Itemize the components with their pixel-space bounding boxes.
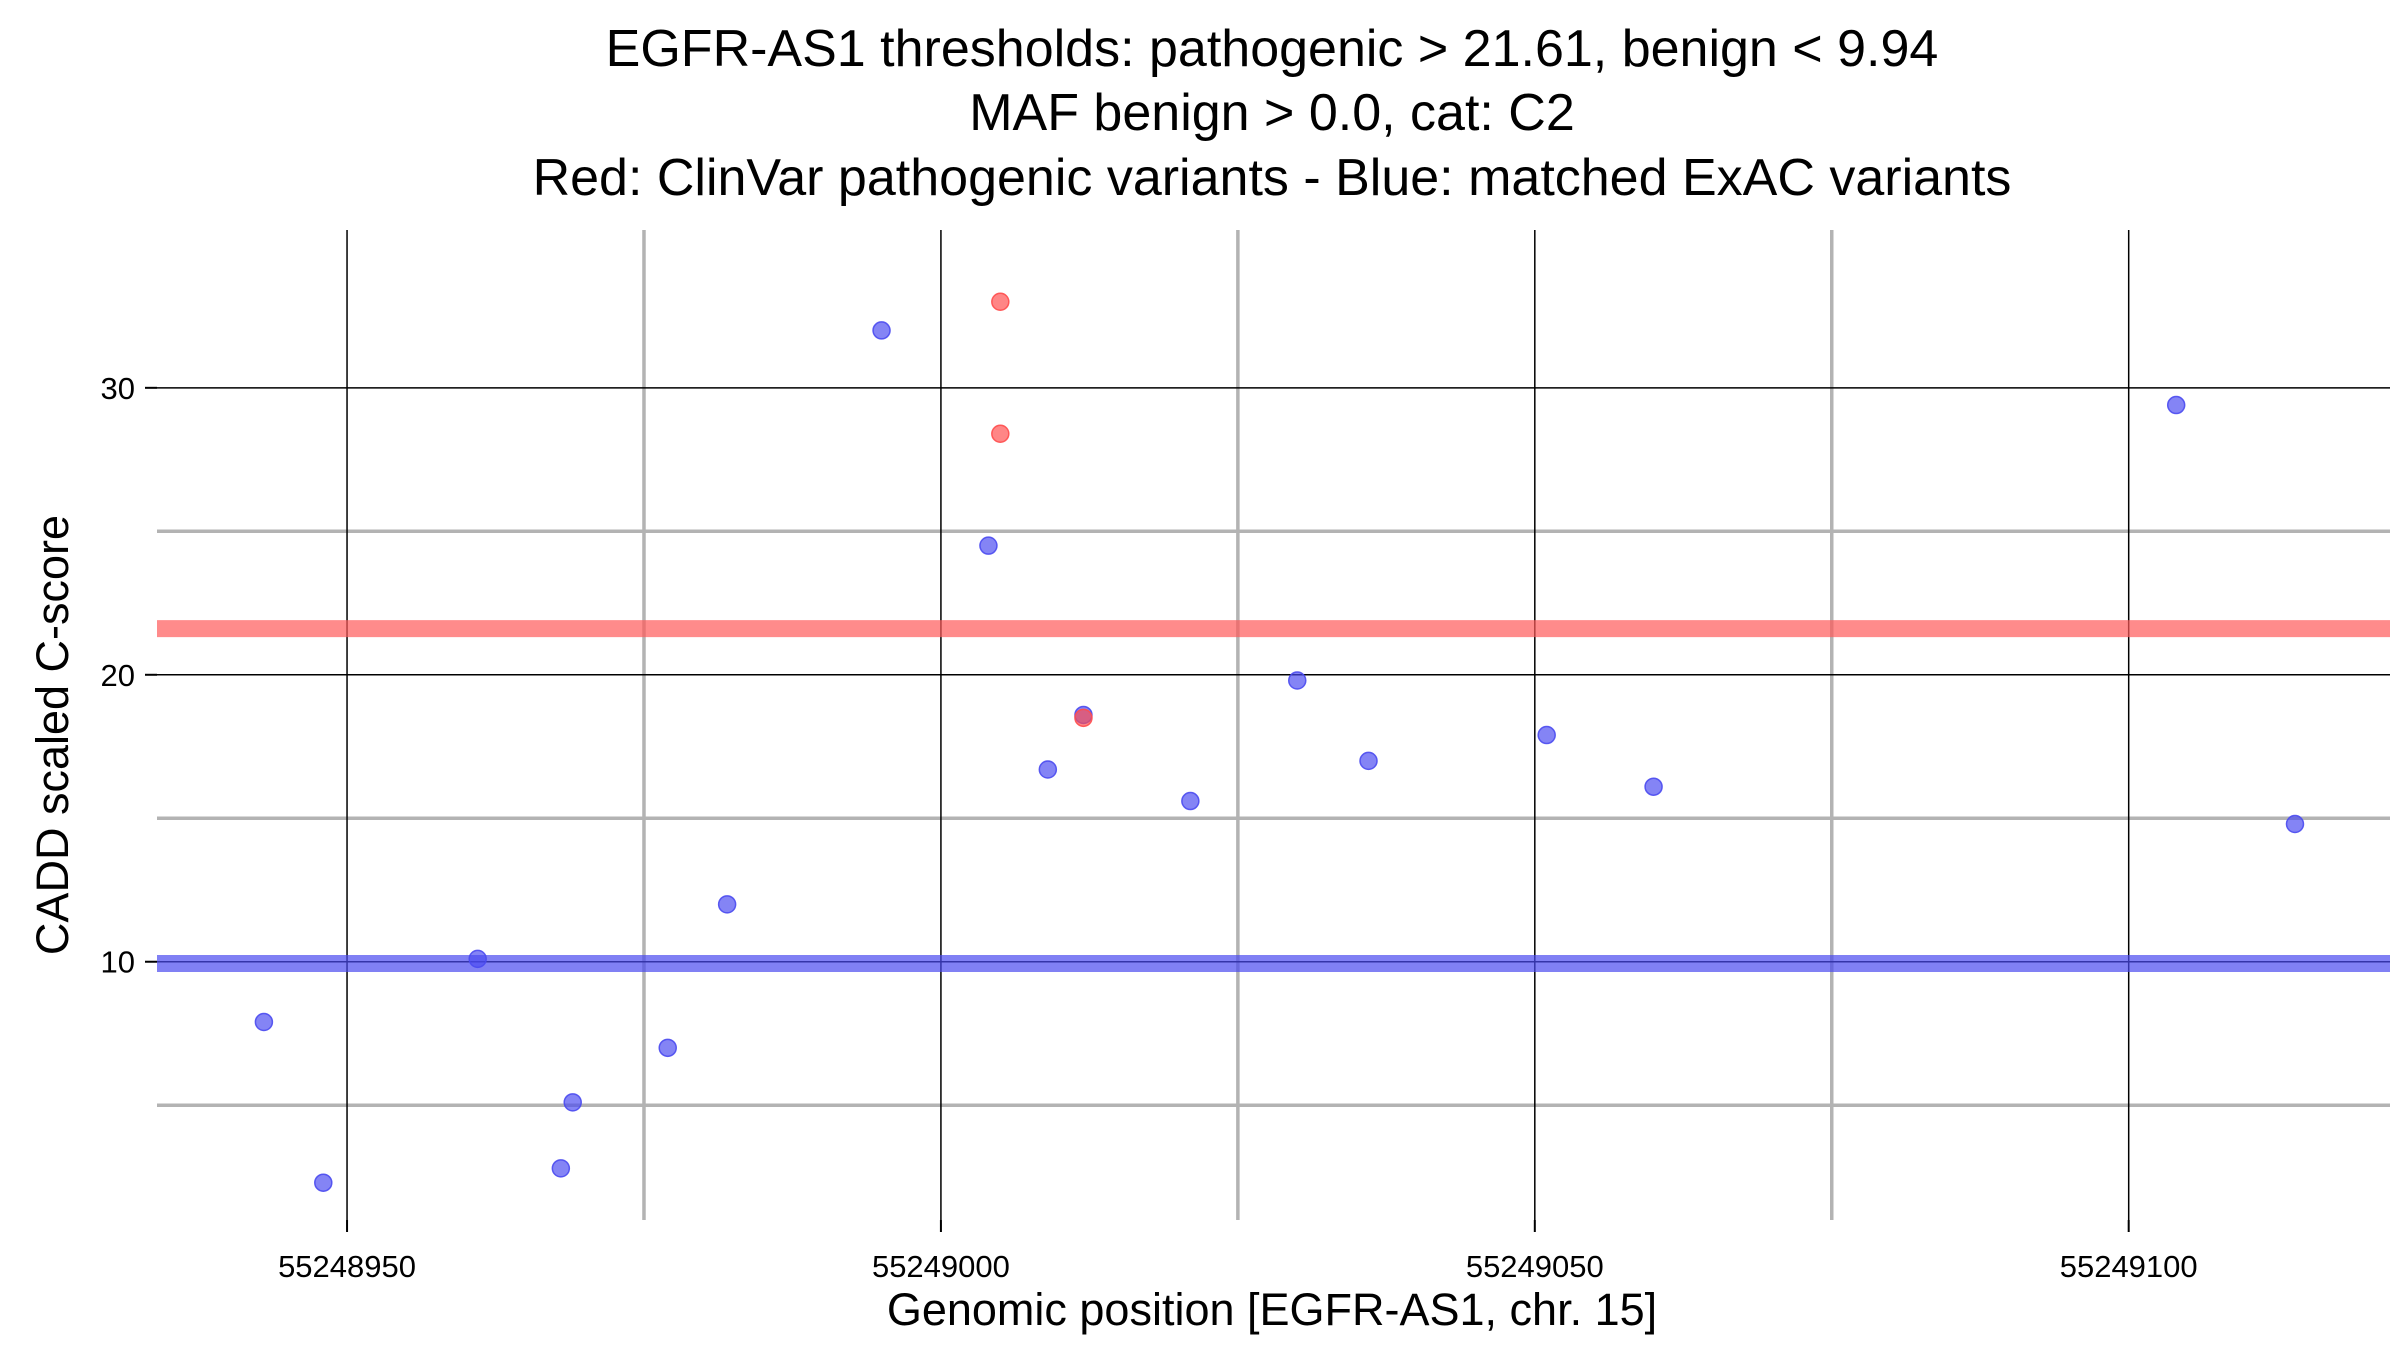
x-tick-label: 55249050 xyxy=(1466,1249,1604,1284)
exac-variant-point xyxy=(979,536,998,555)
exac-variant-point xyxy=(468,949,487,969)
major-grid xyxy=(157,230,2390,1220)
data-points xyxy=(254,292,2305,1192)
exac-variant-point xyxy=(872,321,891,340)
exac-variant-point xyxy=(563,1093,582,1112)
exac-variant-point xyxy=(717,895,737,914)
y-axis-title: CADD scaled C-score xyxy=(27,515,78,955)
x-axis: 55248950 55249000 55249050 55249100 xyxy=(278,1220,2198,1284)
exac-variant-point xyxy=(1038,760,1058,779)
exac-variant-point xyxy=(551,1159,571,1178)
exac-variant-point xyxy=(658,1038,677,1058)
exac-variant-point xyxy=(1359,751,1378,771)
clinvar-pathogenic-point xyxy=(991,292,1010,311)
title-line-3: Red: ClinVar pathogenic variants - Blue:… xyxy=(533,149,2012,207)
x-axis-title: Genomic position [EGFR-AS1, chr. 15] xyxy=(887,1284,1657,1335)
exac-variant-point xyxy=(1644,777,1663,796)
clinvar-pathogenic-point xyxy=(1074,708,1093,728)
y-tick-label: 20 xyxy=(101,658,135,693)
x-tick-label: 55249000 xyxy=(872,1249,1010,1284)
exac-variant-point xyxy=(1537,725,1556,745)
exac-variant-point xyxy=(314,1173,333,1192)
threshold-lines xyxy=(157,620,2390,972)
x-tick-label: 55249100 xyxy=(2060,1249,2198,1284)
y-tick-label: 30 xyxy=(101,371,135,406)
minor-grid xyxy=(157,230,2390,1220)
exac-variant-point xyxy=(2166,395,2186,415)
chart-title: EGFR-AS1 thresholds: pathogenic > 21.61,… xyxy=(533,20,2012,207)
exac-variant-point xyxy=(1288,671,1307,690)
exac-variant-point xyxy=(2285,814,2305,834)
x-tick-label: 55248950 xyxy=(278,1249,416,1284)
title-line-1: EGFR-AS1 thresholds: pathogenic > 21.61,… xyxy=(606,20,1939,78)
y-tick-label: 10 xyxy=(101,945,135,980)
exac-variant-point xyxy=(254,1012,274,1032)
title-line-2: MAF benign > 0.0, cat: C2 xyxy=(969,84,1575,142)
y-axis: 10 20 30 xyxy=(101,371,157,980)
exac-variant-point xyxy=(1181,791,1200,811)
clinvar-pathogenic-point xyxy=(991,424,1010,443)
